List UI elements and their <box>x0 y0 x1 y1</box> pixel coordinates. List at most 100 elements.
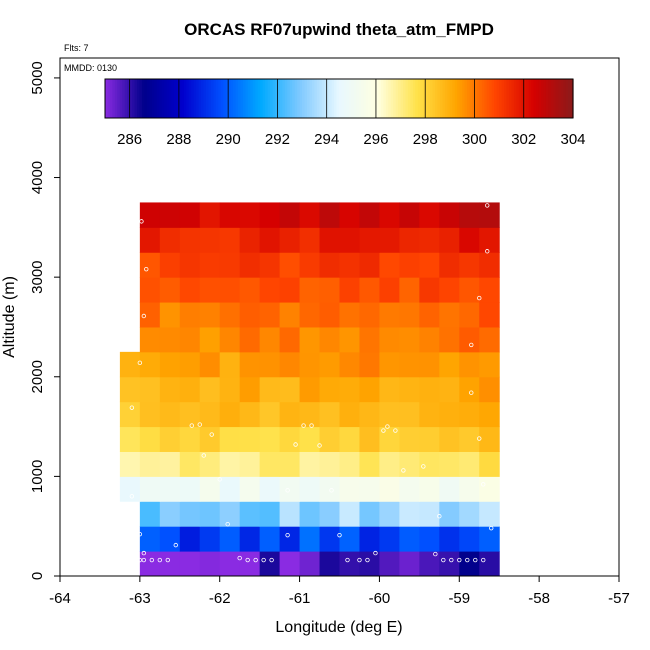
colorbar-segment <box>363 79 367 118</box>
colorbar-tick-label: 292 <box>265 131 290 148</box>
colorbar-segment <box>139 79 143 118</box>
colorbar-segment <box>252 79 256 118</box>
heatmap-cell <box>439 451 460 477</box>
heatmap-cell <box>359 227 380 253</box>
heatmap-cell <box>299 476 321 502</box>
heatmap-cell <box>359 302 380 328</box>
colorbar-segment <box>476 79 480 118</box>
heatmap-cell <box>139 277 161 303</box>
colorbar-segment <box>122 79 126 118</box>
colorbar-segment <box>412 79 416 118</box>
colorbar-segment <box>393 79 397 118</box>
observation-point <box>449 557 454 563</box>
heatmap-cell <box>199 501 221 527</box>
colorbar-segment <box>105 79 109 118</box>
colorbar-segment <box>454 79 458 118</box>
colorbar-segment <box>526 79 530 118</box>
colorbar-segment <box>218 79 222 118</box>
heatmap-cell <box>239 451 261 477</box>
heatmap-cell <box>139 476 161 502</box>
heatmap-cell <box>279 551 301 577</box>
heatmap-cell <box>279 351 301 378</box>
observation-point <box>489 525 494 531</box>
heatmap-cell <box>219 202 241 228</box>
colorbar-segment <box>250 79 254 118</box>
heatmap-cell <box>159 326 181 353</box>
colorbar-segment <box>560 79 564 118</box>
heatmap-cells <box>119 202 500 577</box>
heatmap-cell <box>319 326 340 353</box>
colorbar-segment <box>405 79 409 118</box>
colorbar-segment <box>196 79 200 118</box>
y-tick-label: 4000 <box>29 161 46 194</box>
colorbar-segment <box>444 79 448 118</box>
colorbar-segment <box>501 79 505 118</box>
heatmap-cell <box>399 277 420 303</box>
colorbar-segment <box>205 79 210 118</box>
heatmap-cell <box>239 426 261 452</box>
heatmap-cell <box>219 227 241 253</box>
heatmap-cell <box>279 426 301 452</box>
heatmap-cell <box>319 376 340 403</box>
heatmap-cell <box>399 426 420 452</box>
colorbar-segment <box>516 79 520 118</box>
heatmap-cell <box>399 526 420 552</box>
observation-point <box>209 432 214 437</box>
observation-point <box>481 482 486 487</box>
heatmap-cell <box>239 326 261 353</box>
heatmap-cell <box>419 526 440 552</box>
observation-point <box>485 203 490 208</box>
observation-point <box>144 266 149 272</box>
date-annotation: MMDD: 0130 <box>64 63 117 73</box>
colorbar-segment <box>430 79 434 118</box>
heatmap-cell <box>339 526 360 552</box>
colorbar-segment <box>270 79 274 118</box>
heatmap-cell <box>159 376 181 403</box>
colorbar-segment <box>166 79 170 118</box>
colorbar-segment <box>533 79 537 118</box>
colorbar-segment <box>132 79 136 118</box>
heatmap-cell <box>299 252 321 278</box>
heatmap-cell <box>199 426 221 452</box>
heatmap-cell <box>139 551 161 577</box>
observation-point <box>197 422 202 427</box>
heatmap-cell <box>479 526 500 552</box>
heatmap-cell <box>339 376 360 403</box>
colorbar-segment <box>282 79 286 118</box>
colorbar-segment <box>513 79 517 118</box>
heatmap-cell <box>179 351 201 378</box>
heatmap-cell <box>379 252 400 278</box>
colorbar-segment <box>287 79 291 118</box>
y-tick-label: 1000 <box>29 460 46 493</box>
heatmap-cell <box>419 227 440 253</box>
heatmap-cell <box>279 202 301 228</box>
heatmap-cell <box>439 277 460 303</box>
heatmap-cell <box>179 376 201 403</box>
observation-point <box>337 532 342 538</box>
heatmap-cell <box>379 476 400 502</box>
heatmap-cell <box>379 202 400 228</box>
colorbar-segment <box>459 79 463 118</box>
heatmap-cell <box>259 501 281 527</box>
heatmap-cell <box>419 551 440 577</box>
heatmap-cell <box>479 202 500 228</box>
colorbar-tick-label: 294 <box>314 131 339 148</box>
colorbar-segment <box>193 79 197 118</box>
heatmap-cell <box>179 426 201 452</box>
heatmap-cell <box>179 401 201 428</box>
colorbar-segment <box>538 79 542 118</box>
heatmap-cell <box>319 302 340 328</box>
colorbar-segment <box>289 79 293 118</box>
heatmap-cell <box>199 376 221 403</box>
colorbar-segment <box>149 79 153 118</box>
observation-point <box>129 405 135 410</box>
heatmap-cell <box>299 426 321 452</box>
colorbar-segment <box>230 79 234 118</box>
heatmap-cell <box>299 326 321 353</box>
heatmap-cell <box>359 277 380 303</box>
colorbar-segment <box>292 79 296 118</box>
heatmap-cell <box>419 277 440 303</box>
colorbar-segment <box>346 79 350 118</box>
colorbar-segment <box>144 79 148 118</box>
heatmap-cell <box>159 351 181 378</box>
